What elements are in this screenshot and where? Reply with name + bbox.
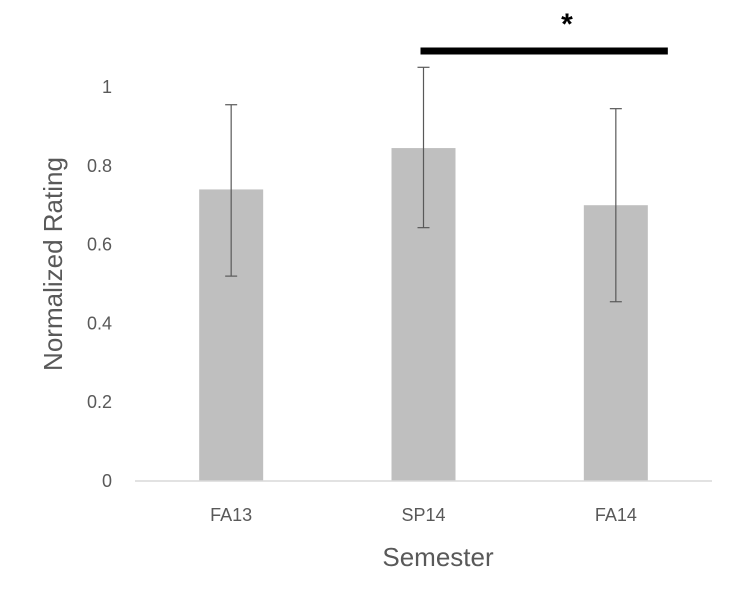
y-axis-ticks: 0 0.2 0.4 0.6 0.8 1	[87, 77, 112, 491]
y-tick-label: 0.2	[87, 392, 112, 412]
significance-star: *	[561, 8, 573, 41]
x-tick-label: FA13	[210, 505, 252, 525]
y-tick-label: 0.6	[87, 235, 112, 255]
y-tick-label: 0.4	[87, 313, 112, 333]
x-axis-ticks: FA13 SP14 FA14	[210, 505, 637, 525]
x-tick-label: FA14	[595, 505, 637, 525]
x-tick-label: SP14	[401, 505, 445, 525]
y-tick-label: 1	[102, 77, 112, 97]
x-axis-title: Semester	[382, 542, 494, 572]
y-tick-label: 0	[102, 471, 112, 491]
y-axis-title: Normalized Rating	[38, 157, 68, 371]
y-tick-label: 0.8	[87, 156, 112, 176]
significance-annotation: *	[421, 8, 668, 51]
